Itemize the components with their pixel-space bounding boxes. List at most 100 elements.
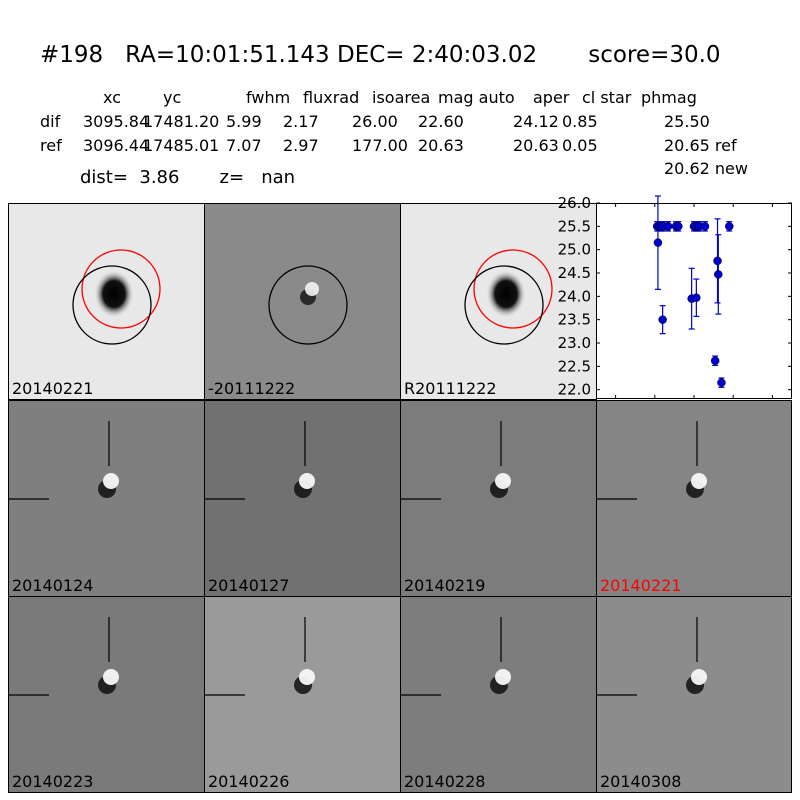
stamp-cell: 20140221 xyxy=(596,400,792,597)
header-row-cell: cl star xyxy=(582,88,632,107)
source-blob xyxy=(94,270,134,318)
ref-row-cell: 0.05 xyxy=(562,136,598,155)
dif-row-cell: 0.85 xyxy=(562,112,598,131)
header-row-cell: fluxrad xyxy=(303,88,360,107)
stamp-image xyxy=(9,421,119,500)
stamp-label: 20140228 xyxy=(404,772,486,791)
header-row-cell: mag auto xyxy=(438,88,515,107)
y-tick-label: 24.5 xyxy=(558,264,591,282)
y-tick-label: 25.5 xyxy=(558,217,591,235)
stamp-cell: 20140219 xyxy=(400,400,597,597)
source-bright xyxy=(691,669,707,685)
data-point xyxy=(717,378,726,387)
source-bright xyxy=(299,669,315,685)
y-tick-label: 22.5 xyxy=(558,357,591,375)
stamp-image xyxy=(401,617,511,696)
y-tick-label: 23.0 xyxy=(558,334,591,352)
stamp-cell: 20140228 xyxy=(400,596,597,793)
stamp-image xyxy=(205,421,315,500)
dif-row-cell: 24.12 xyxy=(513,112,559,131)
ref-row-cell: 7.07 xyxy=(226,136,262,155)
source-blob xyxy=(486,270,526,318)
header-row-cell: fwhm xyxy=(246,88,291,107)
data-point xyxy=(658,315,667,324)
data-point xyxy=(725,222,734,231)
dif-row-cell: 26.00 xyxy=(352,112,398,131)
panel-image xyxy=(268,265,348,345)
top-panel: 20140221 xyxy=(8,203,205,400)
ref-row-cell: 20.63 xyxy=(418,136,464,155)
dif-row-cell: 5.99 xyxy=(226,112,262,131)
dif-row-cell: dif xyxy=(40,112,61,131)
light-curve-chart: −100−5005010022.022.523.023.524.024.525.… xyxy=(558,194,792,420)
header-row-cell: phmag xyxy=(641,88,697,107)
dif-row-cell: 22.60 xyxy=(418,112,464,131)
stamp-label: 20140221 xyxy=(600,576,682,595)
stamp-label: 20140219 xyxy=(404,576,486,595)
top-panel: R20111222 xyxy=(400,203,597,400)
data-point xyxy=(700,222,710,231)
top-panel: -20111222 xyxy=(204,203,401,400)
header-row-cell: isoarea xyxy=(372,88,431,107)
stamp-cell: 20140226 xyxy=(204,596,401,793)
y-tick-label: 22.0 xyxy=(558,381,591,399)
source-bright xyxy=(103,669,119,685)
new-row-cell: 20.62 new xyxy=(664,159,748,178)
stamp-label: 20140226 xyxy=(208,772,290,791)
red-aperture-circle xyxy=(473,249,553,329)
stamp-image xyxy=(9,617,119,696)
data-point xyxy=(674,222,683,231)
source-bright xyxy=(495,473,511,489)
stamp-image xyxy=(401,421,511,500)
ref-row-cell: 17485.01 xyxy=(143,136,220,155)
red-aperture-circle xyxy=(81,249,161,329)
y-tick-label: 25.0 xyxy=(558,241,591,259)
source-bright xyxy=(691,473,707,489)
source-bright xyxy=(103,473,119,489)
distance-redshift-line: dist= 3.86 z= nan xyxy=(80,167,296,188)
candidate-title: #198 RA=10:01:51.143 DEC= 2:40:03.02 sco… xyxy=(40,42,721,68)
header-row-cell: yc xyxy=(163,88,182,107)
ref-row-cell: ref xyxy=(40,136,62,155)
source-bright xyxy=(305,282,319,296)
data-point xyxy=(653,238,663,247)
panel-label: -20111222 xyxy=(208,379,296,398)
data-point xyxy=(692,293,701,302)
stamp-image xyxy=(597,617,707,696)
y-tick-label: 26.0 xyxy=(558,194,591,212)
data-point xyxy=(713,256,722,266)
data-point xyxy=(663,222,673,231)
y-tick-label: 24.0 xyxy=(558,287,591,305)
stamp-image xyxy=(597,421,707,500)
stamp-label: 20140223 xyxy=(12,772,94,791)
panel-label: R20111222 xyxy=(404,379,497,398)
dif-row-cell: 3095.84 xyxy=(83,112,150,131)
y-tick-label: 23.5 xyxy=(558,311,591,329)
stamp-cell: 20140223 xyxy=(8,596,205,793)
stamp-label: 20140308 xyxy=(600,772,682,791)
stamp-cell: 20140127 xyxy=(204,400,401,597)
data-point xyxy=(710,356,720,365)
source-bright xyxy=(495,669,511,685)
panel-image xyxy=(464,249,553,345)
dif-row-cell: 25.50 xyxy=(664,112,710,131)
ref-row-cell: 20.63 xyxy=(513,136,559,155)
stamp-cell: 20140308 xyxy=(596,596,792,793)
header-row-cell: aper xyxy=(533,88,570,107)
stamp-label: 20140124 xyxy=(12,576,94,595)
ref-row-cell: 2.97 xyxy=(283,136,319,155)
dif-row-cell: 2.17 xyxy=(283,112,319,131)
source-bright xyxy=(299,473,315,489)
panel-label: 20140221 xyxy=(12,379,94,398)
header-row-cell: xc xyxy=(103,88,121,107)
stamp-cell: 20140124 xyxy=(8,400,205,597)
ref-row-cell: 177.00 xyxy=(352,136,408,155)
stamp-image xyxy=(205,617,315,696)
data-point xyxy=(714,270,723,279)
panel-image xyxy=(72,249,161,345)
black-aperture-circle xyxy=(464,265,544,345)
black-aperture-circle xyxy=(72,265,152,345)
dif-row-cell: 17481.20 xyxy=(143,112,220,131)
ref-row-cell: 20.65 ref xyxy=(664,136,737,155)
stamp-label: 20140127 xyxy=(208,576,290,595)
